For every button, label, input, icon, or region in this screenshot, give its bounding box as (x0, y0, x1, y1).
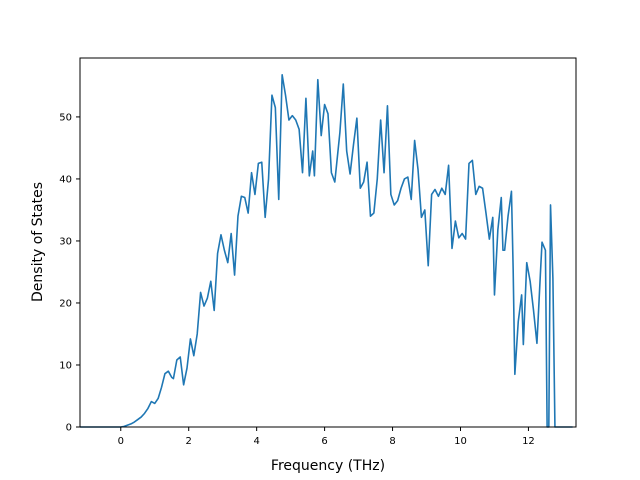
dos-line (80, 73, 573, 428)
x-tick-label: 2 (186, 436, 192, 447)
x-tick-label: 6 (321, 436, 327, 447)
plot-layer (80, 73, 573, 428)
x-tick-label: 4 (253, 436, 259, 447)
x-tick-label: 10 (454, 436, 467, 447)
x-axis-title: Frequency (THz) (271, 458, 385, 474)
x-tick-label: 0 (118, 436, 124, 447)
y-tick-label: 10 (59, 360, 72, 371)
y-tick-label: 20 (59, 298, 72, 309)
y-tick-label: 40 (59, 174, 72, 185)
axes-layer: 0 2 4 6 8 10 12 0 10 20 30 40 50 (59, 57, 577, 447)
y-tick-label: 0 (66, 423, 72, 434)
x-tick-label: 12 (522, 436, 535, 447)
y-tick-label: 30 (59, 236, 72, 247)
plot-frame (79, 57, 577, 428)
y-axis-title: Density of States (30, 182, 46, 302)
x-tick-label: 8 (389, 436, 395, 447)
y-tick-label: 50 (59, 112, 72, 123)
